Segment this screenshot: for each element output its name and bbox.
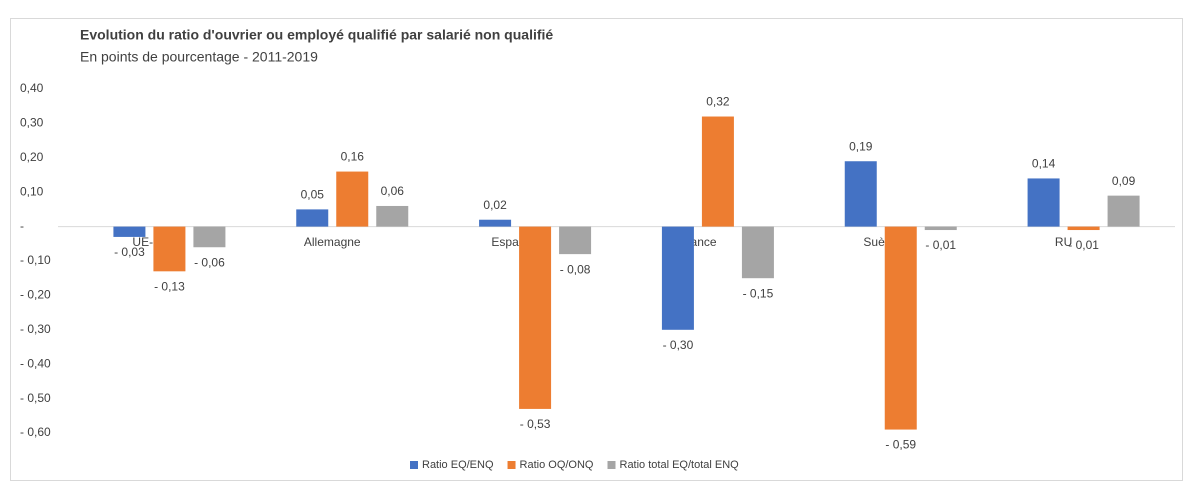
y-tick-label: - 0,10 <box>20 253 51 267</box>
y-tick-label: 0,30 <box>20 116 44 130</box>
bar <box>519 226 552 409</box>
data-label: - 0,08 <box>560 262 591 276</box>
legend-swatch <box>507 461 516 469</box>
data-label: - 0,15 <box>743 286 774 300</box>
y-tick-label: - 0,40 <box>20 356 51 370</box>
legend-label: Ratio EQ/ENQ <box>422 459 494 471</box>
bar <box>559 226 592 255</box>
data-label: - 0,06 <box>194 255 225 269</box>
bar <box>1067 226 1100 231</box>
y-tick-label: - <box>20 219 24 233</box>
data-label: 0,05 <box>301 188 325 202</box>
bar <box>1107 195 1140 227</box>
data-label: - 0,01 <box>925 238 956 252</box>
y-tick-label: - 0,60 <box>20 425 51 439</box>
data-label: 0,32 <box>706 95 730 109</box>
y-tick-label: 0,10 <box>20 184 44 198</box>
data-label: 0,09 <box>1112 174 1136 188</box>
bar <box>924 226 957 231</box>
bar <box>193 226 226 248</box>
chart-subtitle: En points de pourcentage - 2011-2019 <box>80 49 318 65</box>
data-label: 0,02 <box>483 198 507 212</box>
bar <box>296 209 329 227</box>
bar <box>376 205 409 227</box>
legend-label: Ratio OQ/ONQ <box>520 459 594 471</box>
data-label: - 0,01 <box>1068 238 1099 252</box>
bar <box>844 161 877 227</box>
chart-frame <box>10 18 1183 481</box>
y-tick-label: - 0,50 <box>20 391 51 405</box>
legend-swatch <box>410 461 418 469</box>
bar <box>661 226 694 330</box>
data-label: - 0,30 <box>663 338 694 352</box>
bar <box>701 116 734 227</box>
legend-swatch <box>607 461 616 469</box>
data-label: - 0,13 <box>154 279 185 293</box>
bar <box>884 226 917 430</box>
bar <box>479 219 512 227</box>
bar <box>153 226 186 272</box>
data-label: 0,16 <box>341 150 365 164</box>
y-tick-label: - 0,30 <box>20 322 51 336</box>
bar <box>336 171 369 227</box>
legend-label: Ratio total EQ/total ENQ <box>620 459 740 471</box>
x-tick-label: RU <box>1055 235 1072 249</box>
bar <box>1027 178 1060 227</box>
data-label: - 0,03 <box>114 245 145 259</box>
data-label: - 0,59 <box>885 438 916 452</box>
y-tick-label: 0,40 <box>20 81 44 95</box>
data-label: 0,14 <box>1032 157 1056 171</box>
data-label: 0,06 <box>381 184 405 198</box>
y-tick-label: 0,20 <box>20 150 44 164</box>
bar <box>741 226 774 279</box>
x-tick-label: Allemagne <box>304 235 361 249</box>
data-label: 0,19 <box>849 139 873 153</box>
y-tick-label: - 0,20 <box>20 288 51 302</box>
chart-title: Evolution du ratio d'ouvrier ou employé … <box>80 27 553 43</box>
data-label: - 0,53 <box>520 417 551 431</box>
bar <box>113 226 146 237</box>
